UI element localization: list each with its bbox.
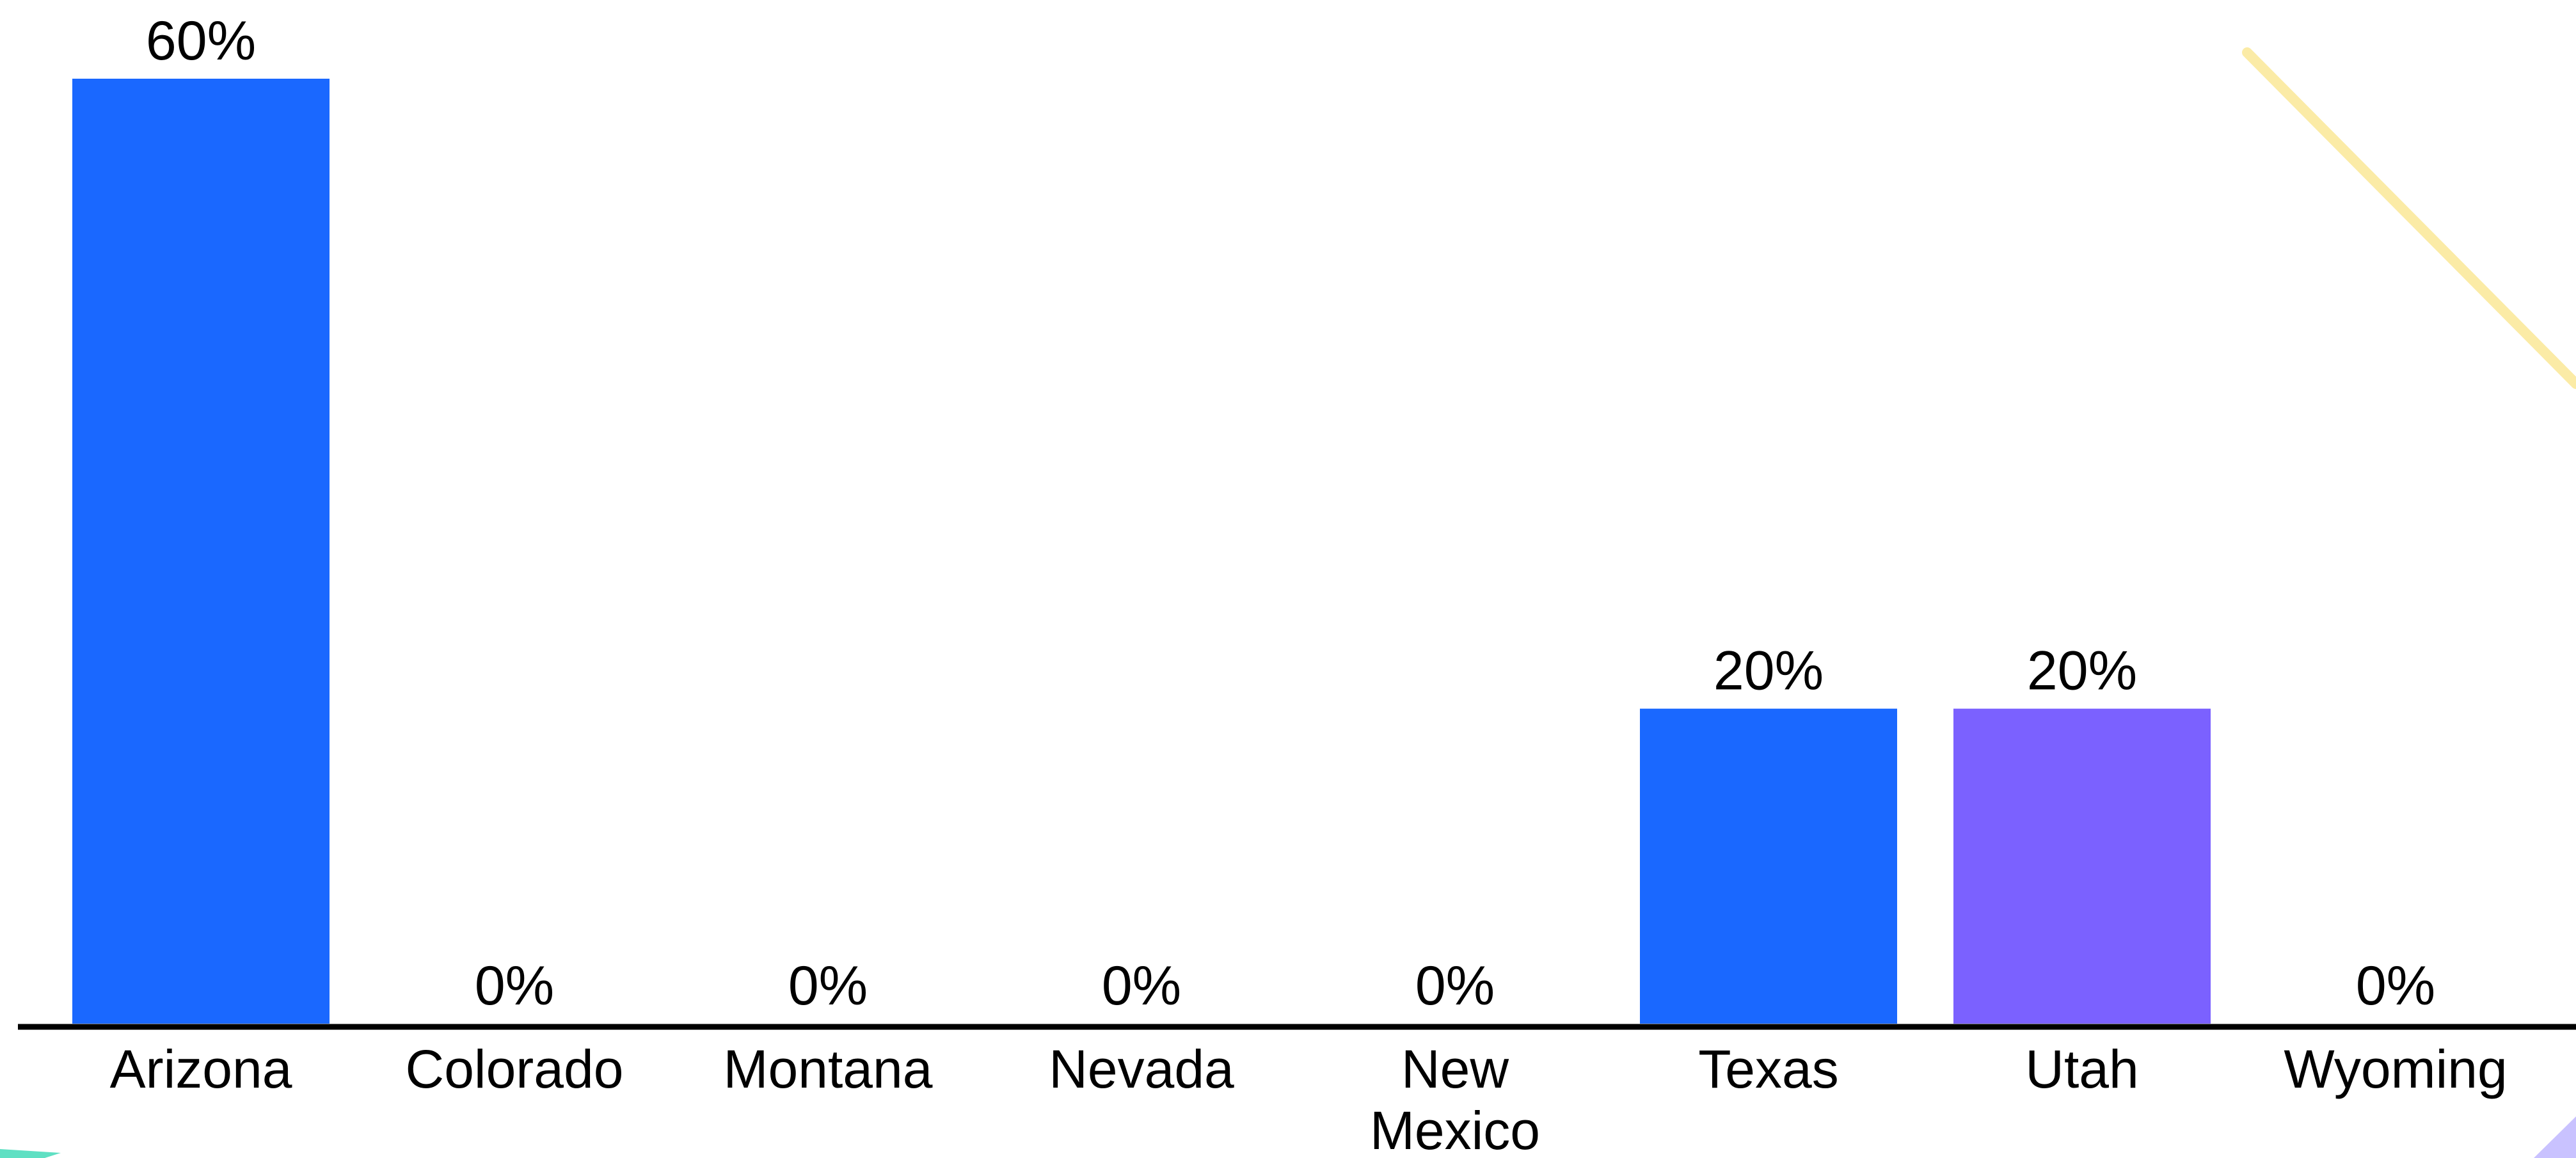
decorative-yellow-stroke xyxy=(2242,47,2576,389)
bar-utah xyxy=(1953,708,2211,1024)
category-label-texas: Texas xyxy=(1698,1039,1838,1099)
decorative-teal-shape xyxy=(0,1149,61,1158)
value-labels-group: 60% 0% 0% 0% 0% 20% 20% 0% xyxy=(146,10,2435,1017)
value-label-arizona: 60% xyxy=(146,10,256,72)
category-label-utah: Utah xyxy=(2025,1039,2138,1099)
category-label-line: Arizona xyxy=(110,1039,292,1099)
value-label-colorado: 0% xyxy=(475,955,554,1017)
category-label-line: New xyxy=(1401,1039,1509,1099)
category-label-line: Texas xyxy=(1698,1039,1838,1099)
category-label-colorado: Colorado xyxy=(406,1039,624,1099)
category-label-line: Wyoming xyxy=(2284,1039,2507,1099)
category-labels-group: Arizona Colorado Montana Nevada New Mexico Tex… xyxy=(110,1039,2508,1158)
category-label-nevada: Nevada xyxy=(1049,1039,1234,1099)
value-label-montana: 0% xyxy=(788,955,868,1017)
value-label-texas: 20% xyxy=(1713,640,1824,702)
value-label-nevada: 0% xyxy=(1102,955,1181,1017)
category-label-line: Mexico xyxy=(1370,1100,1540,1158)
category-label-line: Montana xyxy=(724,1039,933,1099)
category-label-line: Nevada xyxy=(1049,1039,1234,1099)
category-label-wyoming: Wyoming xyxy=(2284,1039,2507,1099)
bars-group xyxy=(72,79,2211,1024)
value-label-utah: 20% xyxy=(2027,640,2137,702)
decorative-purple-shape xyxy=(2534,1116,2576,1158)
category-label-montana: Montana xyxy=(724,1039,933,1099)
value-label-wyoming: 0% xyxy=(2356,955,2435,1017)
category-label-line: Colorado xyxy=(406,1039,624,1099)
value-label-new-mexico: 0% xyxy=(1415,955,1495,1017)
category-label-arizona: Arizona xyxy=(110,1039,292,1099)
category-label-line: Utah xyxy=(2025,1039,2138,1099)
category-label-new-mexico: New Mexico xyxy=(1370,1039,1540,1158)
bar-texas xyxy=(1640,708,1897,1024)
bar-arizona xyxy=(72,79,330,1024)
